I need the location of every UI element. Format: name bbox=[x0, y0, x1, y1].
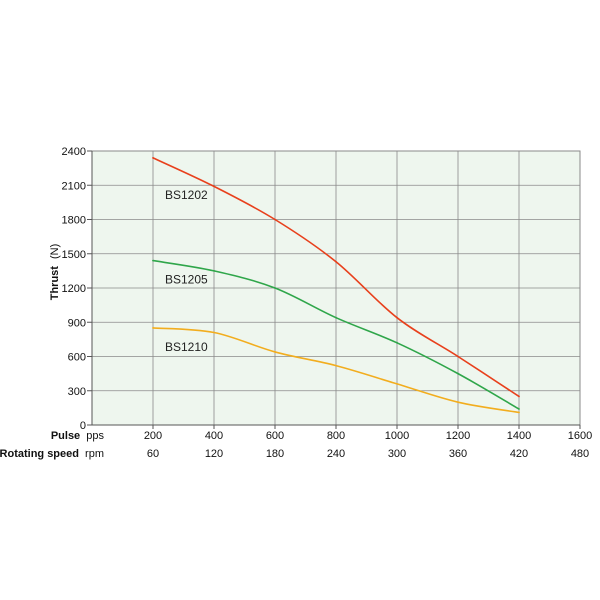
data-point-bs1210 bbox=[457, 401, 459, 404]
data-point-bs1210 bbox=[213, 331, 215, 334]
data-point-bs1205 bbox=[152, 259, 154, 262]
x-tick-label-pulse: 1000 bbox=[385, 430, 409, 442]
data-point-bs1202 bbox=[152, 156, 154, 159]
x-row-unit-pulse: pps bbox=[86, 430, 104, 442]
y-tick-label: 2100 bbox=[62, 180, 86, 192]
series-label-bs1202: BS1202 bbox=[165, 188, 208, 202]
y-tick-label: 0 bbox=[80, 420, 86, 432]
data-point-bs1205 bbox=[213, 269, 215, 272]
x-tick-label-pulse: 1200 bbox=[446, 430, 470, 442]
y-axis-label-name: Thrust bbox=[49, 266, 61, 301]
data-point-bs1202 bbox=[518, 395, 520, 398]
x-tick-label-rpm: 240 bbox=[327, 448, 345, 460]
data-point-bs1202 bbox=[213, 185, 215, 188]
series-label-bs1205: BS1205 bbox=[165, 273, 208, 287]
x-row-name-rotating-speed: Rotating speed bbox=[0, 448, 79, 460]
data-point-bs1202 bbox=[457, 355, 459, 358]
x-row-name-pulse: Pulse bbox=[51, 430, 80, 442]
data-point-bs1210 bbox=[335, 364, 337, 367]
series-label-bs1210: BS1210 bbox=[165, 340, 208, 354]
y-tick-label: 600 bbox=[68, 352, 86, 364]
y-tick-label: 1800 bbox=[62, 215, 86, 227]
data-point-bs1205 bbox=[396, 341, 398, 344]
data-point-bs1205 bbox=[457, 372, 459, 375]
x-row-label-pulse: Pulse pps bbox=[51, 430, 105, 442]
data-point-bs1210 bbox=[396, 383, 398, 385]
x-tick-label-pulse: 800 bbox=[327, 430, 345, 442]
x-tick-label-rpm: 180 bbox=[266, 448, 284, 460]
x-tick-label-pulse: 600 bbox=[266, 430, 284, 442]
x-tick-label-rpm: 120 bbox=[205, 448, 223, 460]
data-point-bs1202 bbox=[335, 260, 337, 263]
x-tick-label-rpm: 360 bbox=[449, 448, 467, 460]
x-row-unit-rotating-speed: rpm bbox=[85, 448, 104, 460]
y-tick-label: 2400 bbox=[62, 146, 86, 158]
y-tick-label: 900 bbox=[68, 317, 86, 329]
x-row-label-rotating-speed: Rotating speed rpm bbox=[0, 448, 104, 460]
x-tick-label-rpm: 60 bbox=[147, 448, 159, 460]
data-point-bs1202 bbox=[274, 218, 276, 221]
y-axis-label-unit: (N) bbox=[49, 244, 61, 259]
y-tick-label: 1500 bbox=[62, 249, 86, 261]
data-point-bs1210 bbox=[518, 411, 520, 414]
x-tick-label-pulse: 1600 bbox=[568, 430, 592, 442]
y-axis-label: Thrust (N) bbox=[49, 244, 61, 301]
x-tick-label-rpm: 300 bbox=[388, 448, 406, 460]
y-tick-label: 300 bbox=[68, 386, 86, 398]
data-point-bs1205 bbox=[335, 316, 337, 319]
data-point-bs1210 bbox=[152, 327, 154, 329]
data-point-bs1205 bbox=[274, 287, 276, 289]
x-tick-label-pulse: 1400 bbox=[507, 430, 531, 442]
data-point-bs1205 bbox=[518, 408, 520, 410]
y-tick-label: 1200 bbox=[62, 283, 86, 295]
data-point-bs1210 bbox=[274, 351, 276, 353]
x-tick-label-rpm: 480 bbox=[571, 448, 589, 460]
x-tick-label-pulse: 200 bbox=[144, 430, 162, 442]
x-tick-label-pulse: 400 bbox=[205, 430, 223, 442]
x-tick-label-rpm: 420 bbox=[510, 448, 528, 460]
data-point-bs1202 bbox=[396, 316, 398, 319]
